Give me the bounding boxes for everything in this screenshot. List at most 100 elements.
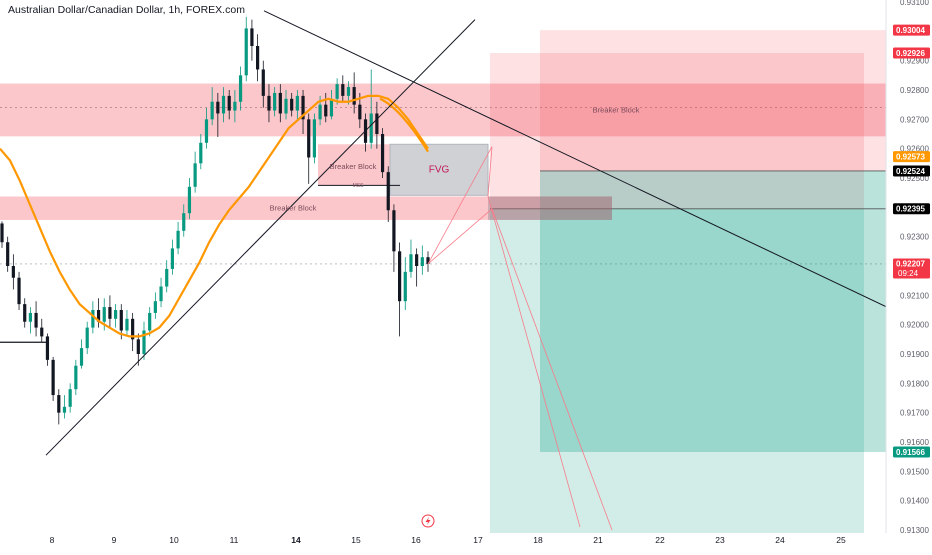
candle-body bbox=[85, 327, 89, 349]
candle-body bbox=[329, 98, 334, 117]
candle-body bbox=[267, 95, 271, 111]
candle-body bbox=[142, 330, 146, 354]
x-tick-label: 22 bbox=[655, 535, 665, 545]
y-tick-label: 0.92000 bbox=[900, 321, 929, 330]
x-tick-label: 25 bbox=[836, 535, 846, 545]
candle-body bbox=[45, 336, 50, 360]
candle-body bbox=[386, 172, 390, 211]
candle-body bbox=[392, 210, 396, 252]
candle-body bbox=[278, 92, 282, 114]
candle-body bbox=[119, 310, 123, 331]
y-tick-label: 0.92900 bbox=[900, 57, 929, 66]
candle-body bbox=[136, 339, 140, 354]
candle-body bbox=[398, 251, 402, 302]
zone-breaker-block[interactable] bbox=[318, 144, 390, 186]
candle-body bbox=[295, 95, 299, 111]
candle-body bbox=[261, 69, 265, 96]
price-tag bbox=[893, 24, 930, 36]
candle-body bbox=[318, 104, 322, 120]
y-tick-label: 0.91500 bbox=[900, 467, 929, 476]
zone-breaker-block[interactable] bbox=[0, 196, 612, 220]
candle-body bbox=[369, 113, 373, 143]
candle-body bbox=[233, 101, 237, 111]
candle-body bbox=[352, 87, 356, 105]
x-tick-label: 16 bbox=[411, 535, 421, 545]
candle-body bbox=[96, 310, 101, 322]
y-tick-label: 0.91600 bbox=[900, 438, 929, 447]
x-tick-label: 15 bbox=[351, 535, 361, 545]
candle-body bbox=[403, 271, 407, 302]
candle-body bbox=[165, 268, 169, 287]
price-tag-text: 0.92395 bbox=[896, 205, 925, 214]
zone-label: Breaker Block bbox=[330, 162, 377, 171]
zone-fvg[interactable] bbox=[389, 143, 489, 196]
candle-body bbox=[17, 277, 21, 305]
candle-body bbox=[114, 310, 118, 319]
rising-trendline[interactable] bbox=[45, 19, 476, 456]
lightning-icon[interactable] bbox=[421, 514, 435, 528]
candle-body bbox=[91, 310, 95, 328]
candle-body bbox=[335, 84, 339, 99]
y-tick-label: 0.91300 bbox=[900, 526, 929, 535]
candle-body bbox=[28, 312, 32, 322]
candle-body bbox=[312, 119, 316, 158]
candle-body bbox=[409, 254, 413, 272]
candle-body bbox=[210, 101, 214, 120]
price-tag-text: 0.92207 bbox=[896, 260, 925, 269]
y-tick-label: 0.91800 bbox=[900, 379, 929, 388]
candle-body bbox=[108, 307, 112, 319]
price-tag bbox=[893, 47, 930, 59]
zone-label: FVG bbox=[429, 164, 450, 175]
falling-trendline[interactable] bbox=[263, 10, 894, 311]
candle-body bbox=[204, 119, 209, 143]
candle-body bbox=[193, 163, 197, 187]
candle-body bbox=[244, 28, 248, 76]
zone-label: Breaker Block bbox=[270, 204, 317, 213]
y-tick-label: 0.92700 bbox=[900, 115, 929, 124]
candle-body bbox=[34, 312, 38, 328]
y-tick-label: 0.92500 bbox=[900, 174, 929, 183]
candle-body bbox=[238, 75, 243, 102]
price-tag-countdown: 09:24 bbox=[898, 269, 919, 278]
x-tick-label: 21 bbox=[593, 535, 603, 545]
candle-body bbox=[176, 230, 180, 249]
candle-body bbox=[57, 395, 61, 413]
candle-body bbox=[250, 28, 254, 46]
price-tag-text: 0.92573 bbox=[896, 152, 925, 161]
candle-body bbox=[187, 186, 192, 214]
candle-body bbox=[256, 46, 260, 70]
candle-body bbox=[153, 301, 157, 313]
candle-body bbox=[125, 318, 129, 331]
candle-body bbox=[375, 113, 379, 134]
price-tag-text: 0.93004 bbox=[896, 26, 925, 35]
candle-body bbox=[420, 257, 424, 266]
y-tick-label: 0.91900 bbox=[900, 350, 929, 359]
candle-body bbox=[68, 389, 72, 407]
price-tag bbox=[893, 165, 930, 177]
zone-gray-overlap bbox=[488, 196, 612, 220]
candle-body bbox=[0, 223, 4, 243]
candle-body bbox=[6, 242, 10, 266]
y-tick-label: 0.92100 bbox=[900, 291, 929, 300]
candle-body bbox=[307, 119, 311, 158]
candle-body bbox=[341, 84, 345, 96]
stop-zone-outer bbox=[490, 53, 864, 209]
x-tick-label: 24 bbox=[775, 535, 785, 545]
stop-zone-inner bbox=[540, 30, 886, 171]
y-tick-label: 0.91700 bbox=[900, 409, 929, 418]
projection-path-2 bbox=[427, 208, 613, 531]
time-axis[interactable] bbox=[0, 533, 932, 550]
candle-body bbox=[159, 286, 163, 302]
price-tag bbox=[893, 258, 930, 279]
chart-title: Australian Dollar/Canadian Dollar, 1h, F… bbox=[6, 3, 247, 17]
candle-body bbox=[40, 327, 44, 337]
projection-path bbox=[427, 146, 581, 528]
y-tick-label: 0.92800 bbox=[900, 86, 929, 95]
x-tick-label: 14 bbox=[291, 535, 301, 545]
candle-body bbox=[324, 104, 328, 117]
zone-breaker-block[interactable] bbox=[0, 83, 886, 137]
candle-body bbox=[11, 266, 15, 278]
price-tag-text: 0.92926 bbox=[896, 49, 925, 58]
